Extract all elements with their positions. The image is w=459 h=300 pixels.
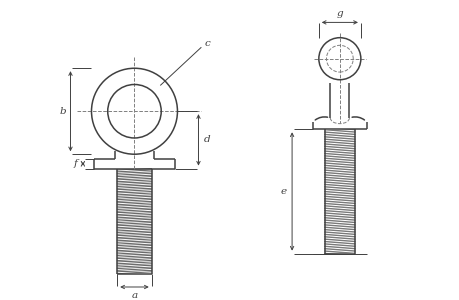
Text: c: c (204, 39, 209, 48)
Text: f: f (73, 159, 77, 168)
Text: a: a (131, 291, 137, 300)
Text: g: g (336, 9, 342, 18)
Text: e: e (280, 187, 286, 196)
Text: d: d (203, 135, 210, 144)
Text: b: b (59, 107, 66, 116)
